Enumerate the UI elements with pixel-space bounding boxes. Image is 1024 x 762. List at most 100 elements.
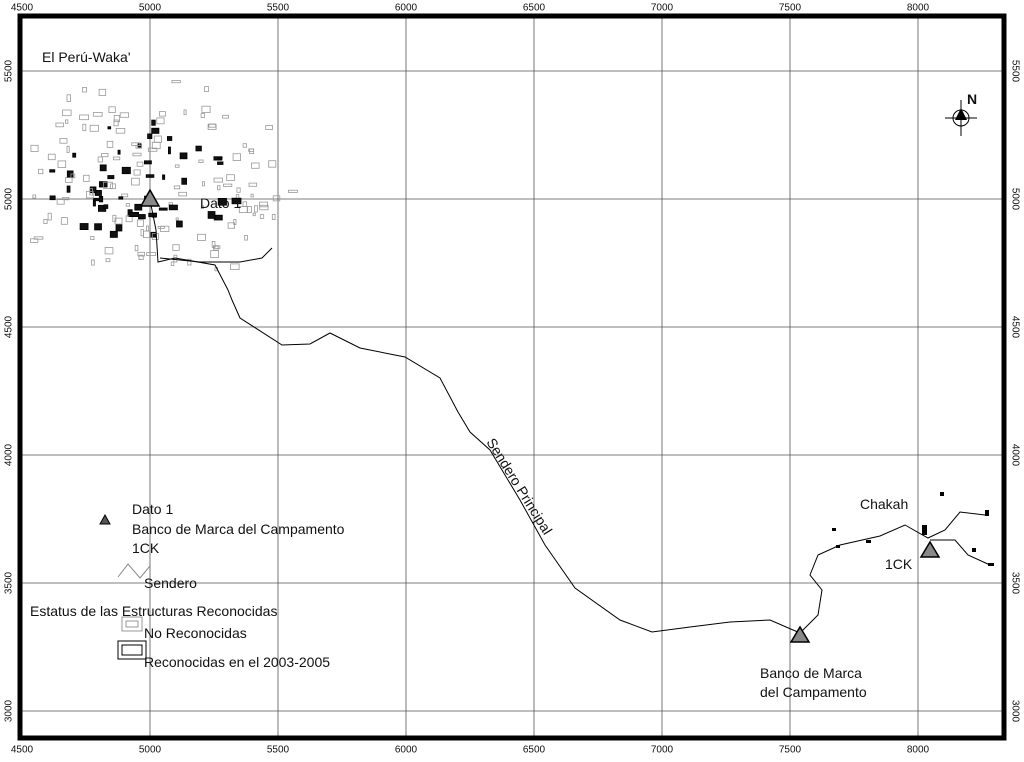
structure [47,212,52,221]
structure [201,105,211,113]
structure [157,225,165,229]
trail [149,199,991,634]
structure [159,111,166,117]
chakah-structures [832,492,994,566]
camp-benchmark-label: del Campamento [760,684,867,700]
structure [227,222,236,229]
northing-label: 5500 [1009,60,1020,83]
structure [134,244,139,252]
structure [66,94,71,103]
legend-item: Reconocidas en el 2003-2005 [144,654,330,670]
structure [171,80,181,84]
structure [236,187,241,193]
structure [99,164,107,172]
structure [89,188,93,196]
structure [94,223,102,231]
structure [251,162,260,169]
structure [137,251,145,257]
structure [138,214,146,220]
structure [57,160,67,168]
structure [65,177,73,183]
structure [176,220,183,228]
ruins [30,80,298,272]
structure [145,174,155,178]
structure [79,223,89,230]
structure [162,174,166,180]
structure [151,141,161,150]
structure [133,169,141,176]
structure [246,206,252,213]
structure [70,173,76,179]
easting-label: 8000 [907,3,930,14]
structure [91,259,95,266]
structure [210,250,219,258]
structure [200,113,205,118]
legend-item: Banco de Marca del Campamento [132,521,345,537]
structure [65,119,69,124]
easting-label: 5500 [267,3,290,14]
structure [201,181,205,187]
legend-item: No Reconocidas [144,625,247,641]
structure [213,214,223,221]
legend-item: Sendero [144,575,197,591]
northing-label: 4000 [1009,444,1020,467]
structure [90,236,95,240]
legend-item: Dato 1 [132,501,173,517]
easting-label: 7500 [779,3,802,14]
structure [113,119,119,127]
structure [252,212,256,217]
structure [82,123,87,132]
easting-label: 4500 [11,745,34,756]
easting-label: 7000 [651,3,674,14]
structure [265,125,273,130]
structure [168,204,178,211]
structure [32,194,37,199]
structure [134,203,143,211]
structure [172,244,180,251]
legend-item: 1CK [132,540,160,556]
structure [30,144,39,152]
structure [89,124,99,132]
structure [72,152,77,158]
easting-label: 8000 [907,745,930,756]
structure [66,185,71,193]
structure [259,201,268,208]
northing-label: 3000 [4,699,15,722]
structure [151,119,156,126]
northing-label: 4500 [1009,316,1020,339]
easting-label: 7500 [779,745,802,756]
structure [166,136,173,141]
structure [107,175,115,180]
structure [242,201,247,208]
structure [178,191,188,197]
structure [131,142,141,146]
benchmark-markers [139,188,941,643]
structure [33,236,44,240]
structure [121,166,131,175]
structure [222,183,233,187]
structure [242,143,247,148]
structure [103,204,109,209]
northing-label: 3500 [1009,572,1020,595]
northing-label: 3000 [1009,700,1020,723]
structure [232,153,241,161]
structure [259,214,265,219]
structure [138,254,144,260]
structure [118,196,124,200]
north-arrow: N [945,91,977,136]
structure [204,86,209,92]
structure [244,234,248,241]
easting-label: 6500 [523,3,546,14]
structure [47,153,56,161]
structure [131,177,140,186]
structure [143,160,152,165]
structure [142,230,150,238]
structure [217,156,223,160]
structure [151,127,160,134]
structure [62,196,70,201]
structure [82,87,87,93]
structure [79,114,89,121]
legend: Dato 1 Banco de Marca del Campamento 1CK… [30,501,345,670]
structure [248,148,254,152]
